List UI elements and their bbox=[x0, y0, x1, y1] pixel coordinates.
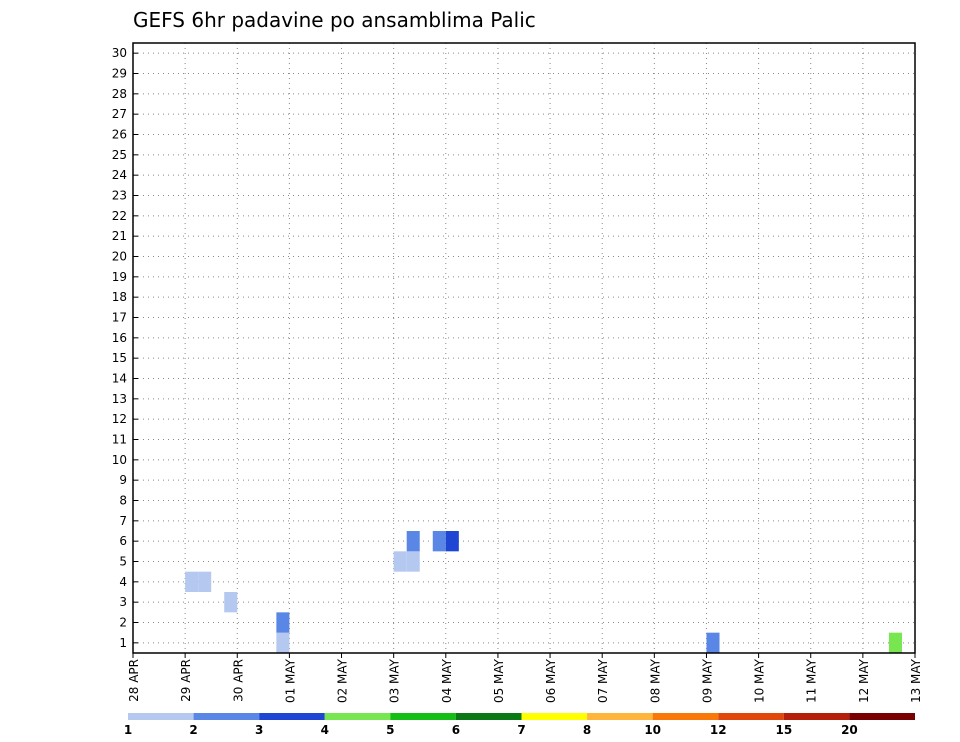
x-tick-label: 10 MAY bbox=[753, 658, 767, 703]
y-tick-label: 19 bbox=[112, 270, 127, 284]
x-axis-ticks: 28 APR 29 APR 30 APR 01 MAY 02 MAY 03 MAY 04 M… bbox=[127, 653, 923, 703]
y-tick-label: 22 bbox=[112, 209, 127, 223]
y-tick-label: 1 bbox=[119, 636, 127, 650]
legend-label: 1 bbox=[124, 723, 132, 737]
y-tick-label: 15 bbox=[112, 351, 127, 365]
heatmap-cell bbox=[406, 531, 420, 552]
legend-label: 15 bbox=[775, 723, 792, 737]
legend-label: 3 bbox=[255, 723, 263, 737]
legend-label: 2 bbox=[189, 723, 197, 737]
legend-label: 20 bbox=[841, 723, 858, 737]
x-tick-label: 12 MAY bbox=[857, 658, 871, 703]
legend-swatch bbox=[587, 713, 653, 720]
x-tick-label: 06 MAY bbox=[544, 658, 558, 703]
x-tick-label: 29 APR bbox=[179, 659, 193, 702]
heatmap-cell bbox=[224, 592, 238, 613]
heatmap-cell bbox=[276, 632, 290, 653]
y-tick-label: 2 bbox=[119, 616, 127, 630]
plot-frame bbox=[132, 42, 916, 654]
heatmap-cell bbox=[445, 531, 459, 552]
y-tick-label: 9 bbox=[119, 473, 127, 487]
legend-swatch bbox=[259, 713, 325, 720]
heatmap-cell bbox=[432, 531, 446, 552]
x-tick-label: 13 MAY bbox=[909, 658, 923, 703]
x-tick-label: 03 MAY bbox=[388, 658, 402, 703]
y-tick-label: 23 bbox=[112, 189, 127, 203]
legend-label: 12 bbox=[710, 723, 727, 737]
y-tick-label: 29 bbox=[112, 67, 127, 81]
y-tick-label: 10 bbox=[112, 453, 127, 467]
y-tick-label: 14 bbox=[112, 372, 127, 386]
legend-label: 5 bbox=[386, 723, 394, 737]
y-tick-label: 6 bbox=[119, 534, 127, 548]
heatmap-cell bbox=[276, 612, 290, 633]
heatmap-cell bbox=[888, 632, 902, 653]
y-tick-label: 11 bbox=[112, 433, 127, 447]
legend-swatch bbox=[390, 713, 456, 720]
chart-title: GEFS 6hr padavine po ansamblima Palic bbox=[133, 8, 536, 32]
y-axis-ticks: 1234567891011121314151617181920212223242… bbox=[112, 46, 138, 650]
y-tick-label: 25 bbox=[112, 148, 127, 162]
heatmap-cell bbox=[393, 551, 407, 572]
y-tick-label: 24 bbox=[112, 168, 127, 182]
y-tick-label: 21 bbox=[112, 229, 127, 243]
legend-swatch bbox=[849, 713, 915, 720]
grid-lines bbox=[133, 43, 915, 653]
heatmap-cell bbox=[198, 571, 212, 592]
legend-swatch bbox=[128, 713, 194, 720]
heatmap-cell bbox=[406, 551, 420, 572]
y-tick-label: 12 bbox=[112, 412, 127, 426]
y-tick-label: 7 bbox=[119, 514, 127, 528]
x-tick-label: 07 MAY bbox=[596, 658, 610, 703]
legend-swatch bbox=[455, 713, 522, 720]
legend-label: 4 bbox=[321, 723, 329, 737]
heatmap-cell bbox=[706, 632, 720, 653]
legend-label: 7 bbox=[517, 723, 525, 737]
x-tick-label: 05 MAY bbox=[492, 658, 506, 703]
x-tick-label: 30 APR bbox=[231, 659, 245, 702]
y-tick-label: 3 bbox=[119, 595, 127, 609]
y-tick-label: 4 bbox=[119, 575, 127, 589]
y-tick-label: 20 bbox=[112, 250, 127, 264]
legend-swatch bbox=[521, 713, 588, 720]
legend-swatch bbox=[718, 713, 784, 720]
legend-swatch bbox=[193, 713, 260, 720]
x-tick-label: 09 MAY bbox=[700, 658, 714, 703]
y-tick-label: 28 bbox=[112, 87, 127, 101]
legend-swatch bbox=[652, 713, 719, 720]
x-tick-label: 01 MAY bbox=[283, 658, 297, 703]
y-tick-label: 27 bbox=[112, 107, 127, 121]
color-legend: 1 2 3 4 5 6 7 8 10 12 15 20 bbox=[124, 713, 915, 737]
y-tick-label: 5 bbox=[119, 555, 127, 569]
x-tick-label: 04 MAY bbox=[440, 658, 454, 703]
legend-swatch bbox=[783, 713, 850, 720]
y-tick-label: 30 bbox=[112, 46, 127, 60]
y-tick-label: 13 bbox=[112, 392, 127, 406]
x-tick-label: 02 MAY bbox=[336, 658, 350, 703]
heatmap-cells bbox=[185, 531, 902, 653]
heatmap-cell bbox=[185, 571, 199, 592]
legend-label: 10 bbox=[644, 723, 661, 737]
legend-swatch bbox=[324, 713, 391, 720]
legend-label: 6 bbox=[452, 723, 460, 737]
x-tick-label: 08 MAY bbox=[648, 658, 662, 703]
y-tick-label: 8 bbox=[119, 494, 127, 508]
y-tick-label: 16 bbox=[112, 331, 127, 345]
y-tick-label: 26 bbox=[112, 128, 127, 142]
y-tick-label: 17 bbox=[112, 311, 127, 325]
y-tick-label: 18 bbox=[112, 290, 127, 304]
x-tick-label: 11 MAY bbox=[805, 658, 819, 703]
x-tick-label: 28 APR bbox=[127, 659, 141, 702]
legend-label: 8 bbox=[583, 723, 591, 737]
